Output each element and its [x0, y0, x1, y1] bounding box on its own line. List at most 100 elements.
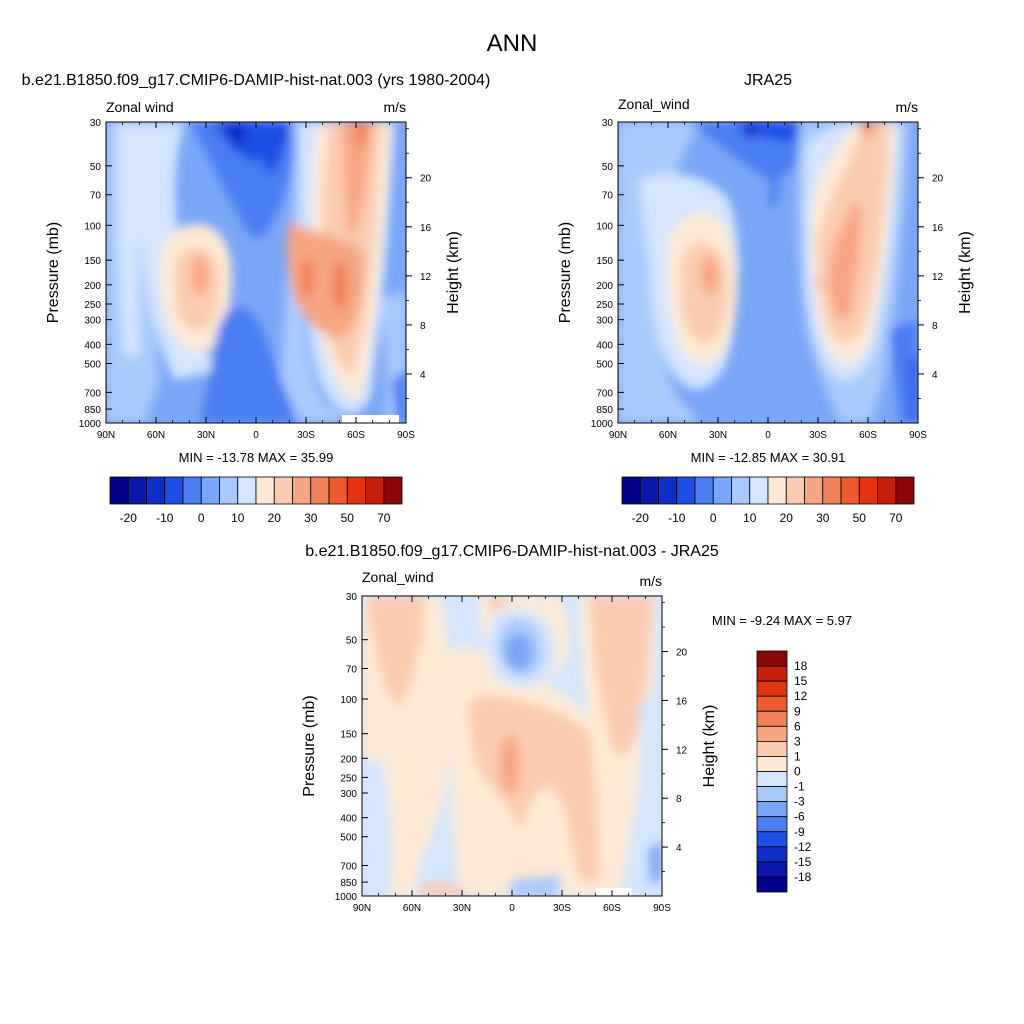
- colorbar-label: 0: [794, 765, 801, 779]
- colorbar-swatch: [639, 476, 659, 505]
- panel-obs-axes: 90N 60N 30N 0 30S 60S 90S 30 50 70 100 150 200 250 300…: [557, 118, 974, 441]
- colorbar-swatch: [822, 476, 842, 505]
- y-tick-label: 850: [596, 405, 613, 416]
- y-right-axis-title: Height (km): [701, 705, 718, 788]
- y-tick-label: 100: [340, 695, 357, 706]
- y-tick-label: 150: [596, 256, 613, 267]
- y-tick-label: 50: [602, 162, 614, 173]
- colorbar-swatch: [621, 476, 641, 505]
- x-tick-label: 90N: [609, 430, 627, 441]
- colorbar-swatch: [328, 476, 348, 505]
- x-tick-label: 0: [509, 903, 515, 914]
- colorbar-label: 10: [231, 511, 245, 525]
- colorbar-swatch: [756, 740, 788, 757]
- colorbar-swatch: [164, 476, 184, 505]
- y-right-axis-title: Height (km): [445, 231, 462, 314]
- colorbar-swatch: [756, 665, 788, 682]
- colorbar-swatch: [292, 476, 312, 505]
- colorbar-label: 70: [889, 511, 903, 525]
- colorbar-label: -1: [794, 780, 805, 794]
- y-tick-label: 100: [596, 221, 613, 232]
- colorbar-label: 18: [794, 659, 808, 673]
- x-tick-label: 60N: [659, 430, 677, 441]
- x-tick-label: 60S: [347, 430, 365, 441]
- y-tick-label: 400: [340, 814, 357, 825]
- colorbar-swatch: [756, 831, 788, 848]
- y-axis-title: Pressure (mb): [557, 222, 574, 323]
- colorbar-swatch: [858, 476, 878, 505]
- colorbar-swatch: [749, 476, 769, 505]
- y-tick-label: 70: [602, 191, 614, 202]
- colorbar-label: -9: [794, 825, 805, 839]
- y-tick-label: 300: [340, 789, 357, 800]
- colorbar-swatch: [804, 476, 824, 505]
- panel-diff-axes: 90N 60N 30N 0 30S 60S 90S 30 50 70 100 150 200 250 300…: [301, 592, 718, 914]
- colorbar-label: 20: [780, 511, 794, 525]
- y-tick-label: 50: [90, 162, 102, 173]
- colorbar-swatch: [346, 476, 366, 505]
- colorbar-label: -12: [794, 840, 812, 854]
- colorbar-swatch: [756, 846, 788, 863]
- x-tick-label: 60S: [859, 430, 877, 441]
- panel-obs-units: m/s: [895, 99, 918, 115]
- colorbar-swatch: [756, 771, 788, 787]
- colorbar-label: -18: [794, 870, 812, 884]
- colorbar-label: -3: [794, 795, 805, 809]
- colorbar-swatch: [785, 476, 805, 505]
- panel-diff-left-label: Zonal_wind: [362, 569, 434, 585]
- y-tick-label: 1000: [79, 419, 102, 430]
- colorbar-swatch: [756, 695, 788, 712]
- y-tick-label: 150: [340, 730, 357, 741]
- y-right-tick-label: 4: [676, 843, 682, 854]
- colorbar-swatch: [756, 816, 788, 833]
- colorbar-swatch: [273, 476, 293, 505]
- colorbar-swatch: [756, 710, 788, 727]
- colorbar-label: 0: [710, 511, 717, 525]
- colorbar-label: 0: [198, 511, 205, 525]
- colorbar-label: 20: [268, 511, 282, 525]
- colorbar-swatch: [182, 476, 202, 505]
- colorbar-swatch: [756, 861, 788, 878]
- y-right-tick-label: 16: [676, 696, 688, 707]
- x-tick-label: 90N: [97, 430, 115, 441]
- x-tick-label: 30N: [453, 903, 471, 914]
- colorbar-swatch: [658, 476, 678, 505]
- panel-model-left-label: Zonal wind: [106, 99, 174, 115]
- y-tick-label: 200: [596, 281, 613, 292]
- y-tick-label: 850: [84, 405, 101, 416]
- y-tick-label: 300: [596, 316, 613, 327]
- colorbar-swatch: [237, 476, 257, 505]
- x-tick-label: 90S: [909, 430, 927, 441]
- y-tick-label: 500: [340, 833, 357, 844]
- colorbar-swatch: [756, 650, 788, 667]
- y-axis-title: Pressure (mb): [45, 222, 62, 323]
- colorbar-swatch: [146, 476, 166, 505]
- colorbar-label: 1: [794, 749, 801, 763]
- y-right-tick-label: 12: [676, 745, 688, 756]
- colorbar-swatch: [255, 476, 275, 505]
- y-tick-label: 300: [84, 316, 101, 327]
- colorbar-swatch: [895, 476, 915, 505]
- panel-diff-stats: MIN = -9.24 MAX = 5.97: [712, 613, 852, 628]
- x-tick-label: 60S: [603, 903, 621, 914]
- y-right-tick-label: 8: [932, 321, 938, 332]
- colorbar-swatch: [756, 801, 788, 818]
- panel-model-axes: 90N 60N 30N 0 30S 60S 90S 30 50 70 100 150 200 250 300…: [45, 118, 462, 441]
- y-tick-label: 70: [346, 664, 358, 675]
- colorbar-label: 30: [816, 511, 830, 525]
- panel-model: b.e21.B1850.f09_g17.CMIP6-DAMIP-hist-nat…: [22, 72, 491, 525]
- y-right-tick-label: 12: [932, 272, 944, 283]
- colorbar-label: 6: [794, 719, 801, 733]
- colorbar-swatch: [756, 786, 788, 803]
- colorbar-label: -20: [120, 511, 138, 525]
- y-right-tick-label: 16: [420, 223, 432, 234]
- x-tick-label: 90N: [353, 903, 371, 914]
- y-tick-label: 700: [84, 388, 101, 399]
- y-tick-label: 400: [84, 340, 101, 351]
- colorbar-swatch: [127, 476, 147, 505]
- colorbar-label: -20: [632, 511, 650, 525]
- panel-diff-field: [362, 596, 662, 896]
- panel-model-units: m/s: [383, 99, 406, 115]
- panel-obs-colorbar: -20 -10 0 10 20 30 50 70: [621, 476, 915, 525]
